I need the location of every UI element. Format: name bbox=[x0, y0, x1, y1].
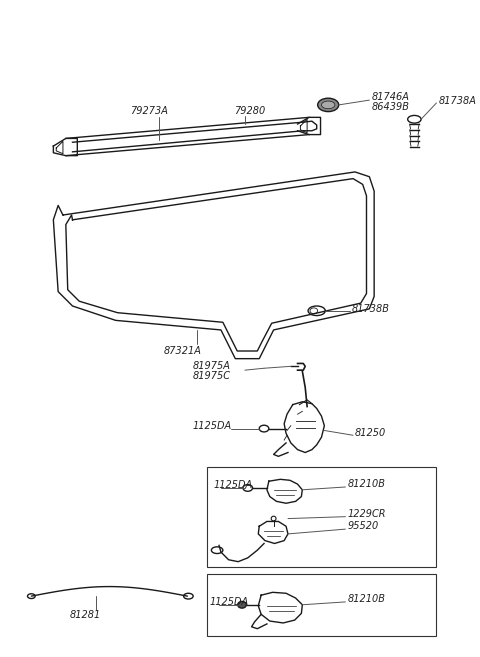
Text: 81975C: 81975C bbox=[192, 371, 230, 381]
Text: 81210B: 81210B bbox=[348, 479, 385, 489]
Ellipse shape bbox=[238, 601, 246, 608]
Text: 81738B: 81738B bbox=[352, 304, 390, 314]
Text: 87321A: 87321A bbox=[164, 346, 202, 356]
Text: 79280: 79280 bbox=[234, 106, 265, 116]
Text: 81746A: 81746A bbox=[372, 92, 409, 102]
Bar bbox=[206, 574, 436, 637]
Text: 79273A: 79273A bbox=[130, 106, 168, 116]
Text: 81975A: 81975A bbox=[192, 361, 230, 371]
Text: 95520: 95520 bbox=[348, 521, 379, 532]
Ellipse shape bbox=[318, 98, 339, 112]
Text: 86439B: 86439B bbox=[372, 102, 409, 112]
Text: 81210B: 81210B bbox=[348, 594, 385, 604]
Text: 81281: 81281 bbox=[70, 610, 101, 620]
Bar bbox=[206, 467, 436, 568]
Ellipse shape bbox=[322, 101, 335, 108]
Text: 1125DA: 1125DA bbox=[192, 420, 231, 431]
Text: 81250: 81250 bbox=[355, 428, 386, 438]
Text: 1125DA: 1125DA bbox=[213, 480, 252, 490]
Text: 1229CR: 1229CR bbox=[348, 509, 386, 519]
Text: 81738A: 81738A bbox=[438, 96, 476, 106]
Text: 1125DA: 1125DA bbox=[209, 597, 249, 607]
